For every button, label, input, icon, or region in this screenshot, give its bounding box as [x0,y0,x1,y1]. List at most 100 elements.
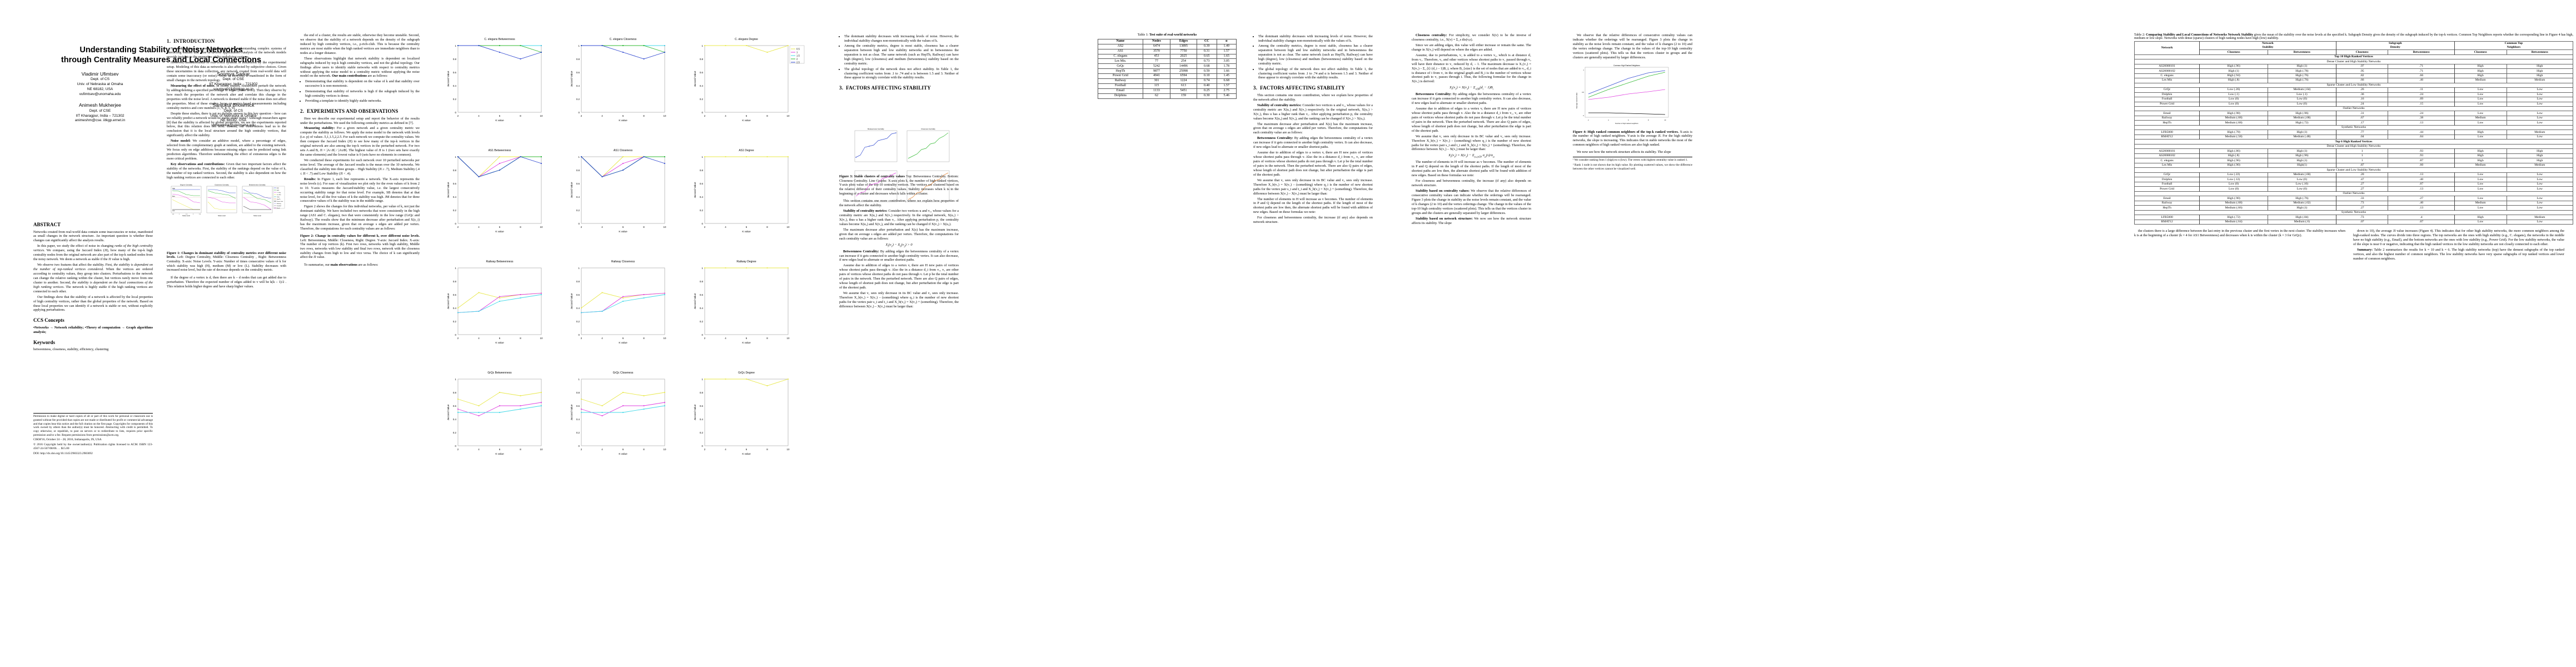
author-dept: Dept. of CSE [89,108,111,113]
table-header-row: Name Nodes Edges CC α [1098,38,1237,44]
svg-text:Jaccard Value: Jaccard Value [570,71,573,87]
table-cell: 0.73 [1197,58,1217,64]
svg-text:K value: K value [619,119,627,122]
svg-text:2: 2 [704,448,706,451]
factors-s5: The number of elements in H will increas… [1253,197,1373,215]
intro-p3: Measuring the effect of noise. In recent… [167,84,286,111]
svg-text:0.4: 0.4 [453,196,457,198]
table-section-label: Outlier Networks [2134,191,2573,197]
intro-contrib-list: Demonstrating that stability is dependen… [300,79,420,103]
table-cell: 3.05 [1216,58,1237,64]
table-cell: Low [2454,97,2507,102]
table-cell: .27 [2388,196,2455,201]
table-cell: Dolphin [2134,177,2200,182]
figure-1-svg: Degree Centrality High Med Low Noise Lev… [171,183,285,217]
svg-text:10: 10 [664,448,666,451]
table-cell: .36 [2335,92,2389,98]
abstract-p3: We observe two features that affect the … [33,263,153,294]
svg-text:2: 2 [581,337,582,340]
svg-text:2: 2 [457,115,459,117]
table-cell: Low [2506,97,2574,102]
table-cell: Medium (.68) [2199,115,2268,121]
svg-text:10: 10 [540,337,543,340]
table-row: Football Low (0) Low (.10) .27.07 Low Low [2134,181,2574,187]
table-cell: Medium (.68) [2199,120,2268,126]
table-cell: .87 [2388,158,2455,163]
table-cell: Low (.10) [2267,181,2336,187]
svg-text:0.8: 0.8 [700,391,704,394]
table-cell: Low [2506,181,2574,187]
table-row: GrQc Low (.22) Medium (.60) .20.13 Low Low [2134,172,2574,178]
table-cell: Low (.12) [2199,177,2268,182]
list-item: Providing a template to identify highly … [305,99,420,103]
table-cell: .16 [2335,97,2389,102]
table-cell: Medium (.58) [2199,134,2268,140]
abstract-p2-b: . We compare, using the Jaccard Index (J… [33,248,153,262]
table-cell: Railway [2134,200,2200,206]
summary-lead: Summary: [2357,247,2373,252]
table-section-label: Sparse Cluster and Low Stability Network… [2134,82,2573,88]
table-cell: .95 [2335,68,2389,74]
table-cell: Railway [2134,115,2200,121]
table-cell: .82 [2335,73,2389,79]
table-section-label: Dense Cluster and High Stability Network… [2134,59,2573,64]
table-cell: High [2506,63,2574,69]
svg-text:0: 0 [579,111,580,114]
column-3: the end of a cluster, the results are st… [300,33,420,268]
svg-text:C. elegans Betweenness: C. elegans Betweenness [484,38,515,41]
fig4-post: We now see how the network structure aff… [1577,150,1671,155]
table-cell: 0.68 [1197,63,1217,69]
svg-text:AS1 Closeness: AS1 Closeness [614,149,633,152]
table-cell: Low [2506,92,2574,98]
svg-text:2: 2 [796,58,798,61]
svg-text:0.2: 0.2 [453,431,457,434]
intro-p6-lead: Key observations and contributions: [171,162,225,166]
intro-p1: Network analysis is a very efficient too… [167,46,286,59]
svg-text:K value: K value [495,119,504,122]
svg-text:K value: K value [742,341,751,344]
table-cell: RMAT12 [2134,219,2200,225]
table-cell: 2025 [1169,53,1198,59]
intro-number: 1. [167,38,171,44]
table-cell: High [2454,215,2507,220]
svg-text:10: 10 [787,337,790,340]
table-cell: 0.40 [1197,83,1217,89]
betweenness-p3: We assume that v₁ sees only decrease in … [1412,134,1531,152]
table-cell: High [2506,158,2574,163]
table-row: AS20000102 High (.8) High (.96) 1.93 High Hig… [2134,153,2574,159]
svg-text:0.6: 0.6 [576,293,580,296]
author-affil: Univ. of Nebraska at Omaha [210,113,257,118]
svg-text:Betweenness Centrality: Betweenness Centrality [868,128,884,130]
svg-text:0.4: 0.4 [576,196,580,198]
figure-3-bold: Stable clusters of centrality values [854,175,905,178]
svg-text:C. eleg: C. eleg [277,192,281,193]
svg-text:AS1 Degree: AS1 Degree [739,149,754,152]
table-cell: .15 [2388,101,2455,107]
factors-s1c: The maximum decrease after perturbation … [839,227,959,241]
betweenness-p2: Assume due to addition of edges to a ver… [1412,107,1531,133]
svg-text:1: 1 [702,44,704,47]
factors-heading-2: 3. FACTORS AFFECTING STABILITY [1253,85,1373,92]
table-cell: Medium (.68) [2199,200,2268,206]
author-email: sbhowmick@unomaha.edu [211,123,256,128]
table-cell: High (.90) [2199,162,2268,168]
svg-text:10: 10 [787,448,790,451]
table-cell: Low (.1) [2267,92,2336,98]
figure-2-panel: AS1 Closeness 0 0.2 0.4 0.6 0.8 1 2 4 6 8 10 K value… [562,145,686,258]
measuring-tail: . The highest value of JI is 1 (two sets… [300,148,420,157]
table-cell: .71 [2388,63,2455,69]
stability-values-body: We observe that the relative differences… [1412,188,1531,215]
table-cell: Medium [2454,115,2507,121]
list-item: Among the centrality metrics, degree is … [1258,44,1373,66]
table-row: Football Low (0) Low (0) .16.09 Low Low [2134,97,2574,102]
table-cell: High (.72) [2267,120,2336,126]
table-cell: Low [2454,111,2507,116]
table-cell: .09 [2388,97,2455,102]
svg-text:0.6: 0.6 [453,293,457,296]
list-item: Demonstrating that stability is dependen… [305,79,420,88]
svg-text:K value: K value [619,341,627,344]
experiments-p3: Figure 2 shows the changes for this indi… [300,205,420,231]
table-cell: .27 [2335,181,2389,187]
svg-text:6: 6 [499,226,501,228]
table-row: HepTh Medium (.68) High (.72) .17.13 Low Low [2134,120,2574,126]
